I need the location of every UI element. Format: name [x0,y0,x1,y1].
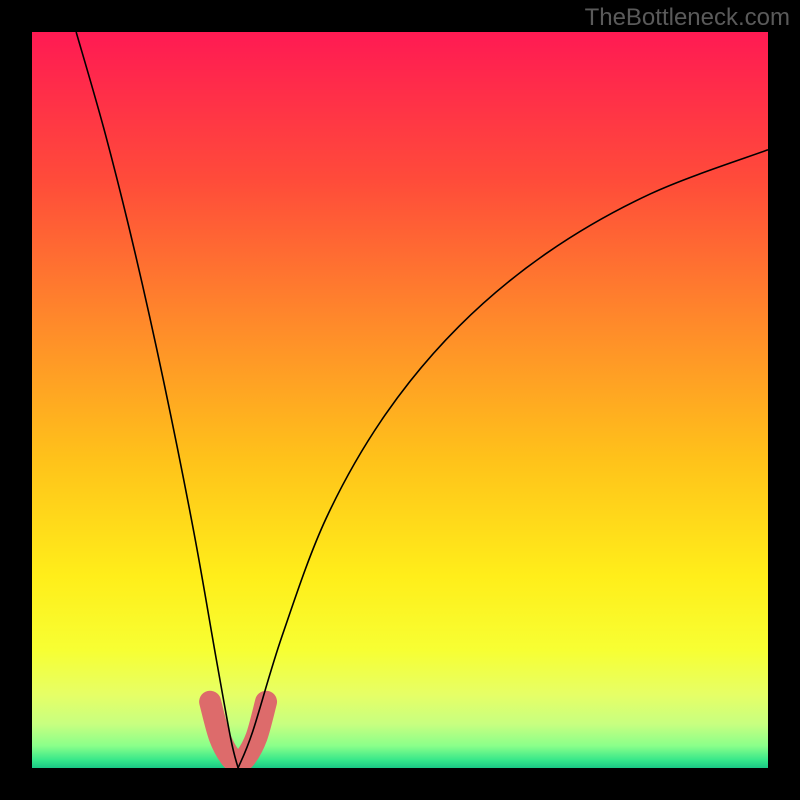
chart-frame: TheBottleneck.com [0,0,800,800]
gradient-background [32,32,768,768]
watermark-label: TheBottleneck.com [585,4,790,32]
plot-area [32,32,768,768]
plot-svg [32,32,768,768]
